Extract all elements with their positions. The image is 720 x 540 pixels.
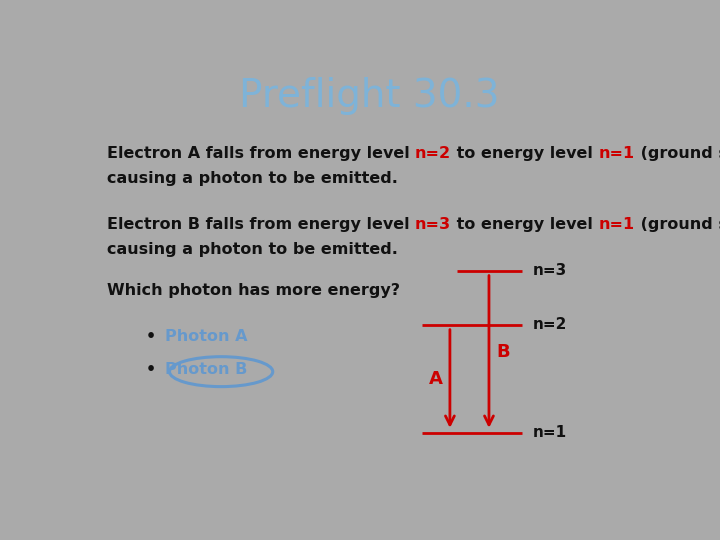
Text: to energy level: to energy level [451, 217, 598, 232]
Text: n=1: n=1 [598, 217, 635, 232]
Text: causing a photon to be emitted.: causing a photon to be emitted. [107, 241, 397, 256]
Text: •: • [145, 362, 156, 377]
Text: causing a photon to be emitted.: causing a photon to be emitted. [107, 171, 397, 186]
Text: B: B [496, 343, 510, 361]
Text: (ground state),: (ground state), [635, 146, 720, 161]
Text: Electron B falls from energy level: Electron B falls from energy level [107, 217, 415, 232]
Text: n=3: n=3 [533, 263, 567, 278]
Text: n=2: n=2 [415, 146, 451, 161]
Text: n=2: n=2 [533, 317, 567, 332]
Text: A: A [429, 370, 443, 388]
Text: Which photon has more energy?: Which photon has more energy? [107, 283, 400, 298]
Text: n=3: n=3 [415, 217, 451, 232]
Text: n=1: n=1 [599, 146, 635, 161]
Text: •: • [145, 329, 156, 344]
Text: (ground state),: (ground state), [635, 217, 720, 232]
Text: n=1: n=1 [533, 426, 567, 440]
Text: Preflight 30.3: Preflight 30.3 [239, 77, 499, 115]
Text: Electron A falls from energy level: Electron A falls from energy level [107, 146, 415, 161]
Text: to energy level: to energy level [451, 146, 599, 161]
Text: Photon B: Photon B [166, 362, 248, 377]
Text: Photon A: Photon A [166, 329, 248, 344]
